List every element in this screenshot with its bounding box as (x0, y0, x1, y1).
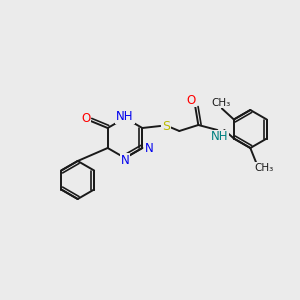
Text: O: O (81, 112, 90, 125)
Text: NH: NH (211, 130, 228, 143)
Text: N: N (145, 142, 154, 154)
Text: N: N (121, 154, 129, 166)
Text: NH: NH (116, 110, 134, 124)
Text: S: S (162, 119, 170, 133)
Text: CH₃: CH₃ (255, 163, 274, 173)
Text: CH₃: CH₃ (211, 98, 230, 107)
Text: O: O (187, 94, 196, 106)
